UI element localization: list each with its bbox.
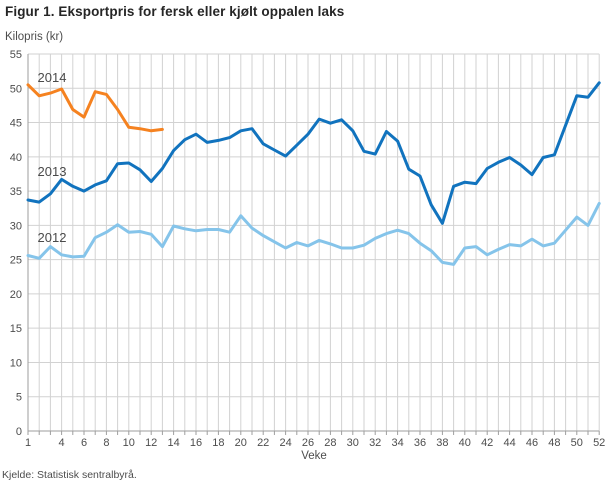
x-tick-label: 36 (414, 437, 426, 449)
y-tick-label: 5 (16, 392, 22, 404)
x-tick-label: 24 (279, 437, 291, 449)
series-line-2012 (26, 201, 601, 266)
y-tick-label: 50 (10, 83, 22, 95)
series-label-2012: 2012 (38, 230, 67, 245)
x-tick-label: 1 (25, 437, 31, 449)
y-tick-label: 20 (10, 289, 22, 301)
x-tick-label: 14 (167, 437, 179, 449)
x-tick-label: 50 (571, 437, 583, 449)
y-tick-label: 25 (10, 255, 22, 267)
x-tick-label: 10 (123, 437, 135, 449)
x-tick-label: 28 (324, 437, 336, 449)
x-tick-label: 20 (235, 437, 247, 449)
x-tick-label: 4 (59, 437, 65, 449)
series-label-2013: 2013 (38, 164, 67, 179)
y-tick-label: 35 (10, 186, 22, 198)
y-tick-label: 40 (10, 152, 22, 164)
y-tick-label: 55 (10, 49, 22, 61)
y-tick-label: 0 (16, 426, 22, 438)
y-axis-title: Kilopris (kr) (5, 31, 64, 43)
figure-title: Figur 1. Eksportpris for fersk eller kjø… (5, 4, 345, 19)
x-tick-label: 40 (459, 437, 471, 449)
series-line-2014 (26, 83, 164, 133)
series-line-2013 (26, 81, 601, 225)
x-tick-label: 16 (190, 437, 202, 449)
x-tick-label: 6 (81, 437, 87, 449)
x-tick-label: 30 (347, 437, 359, 449)
y-tick-label: 10 (10, 357, 22, 369)
y-tick-label: 30 (10, 220, 22, 232)
x-tick-label: 26 (302, 437, 314, 449)
x-tick-label: 42 (481, 437, 493, 449)
x-tick-label: 8 (103, 437, 109, 449)
x-tick-label: 32 (369, 437, 381, 449)
source-note: Kjelde: Statistisk sentralbyrå. (2, 469, 137, 481)
y-tick-label: 15 (10, 323, 22, 335)
x-tick-label: 18 (212, 437, 224, 449)
series-label-2014: 2014 (38, 70, 67, 85)
x-tick-label: 52 (593, 437, 605, 449)
x-tick-label: 44 (503, 437, 515, 449)
x-tick-label: 46 (526, 437, 538, 449)
x-tick-label: 48 (548, 437, 560, 449)
x-tick-label: 12 (145, 437, 157, 449)
x-tick-label: 34 (391, 437, 403, 449)
x-axis-title: Veke (301, 450, 327, 462)
y-tick-label: 45 (10, 118, 22, 130)
x-tick-label: 22 (257, 437, 269, 449)
x-tick-label: 38 (436, 437, 448, 449)
